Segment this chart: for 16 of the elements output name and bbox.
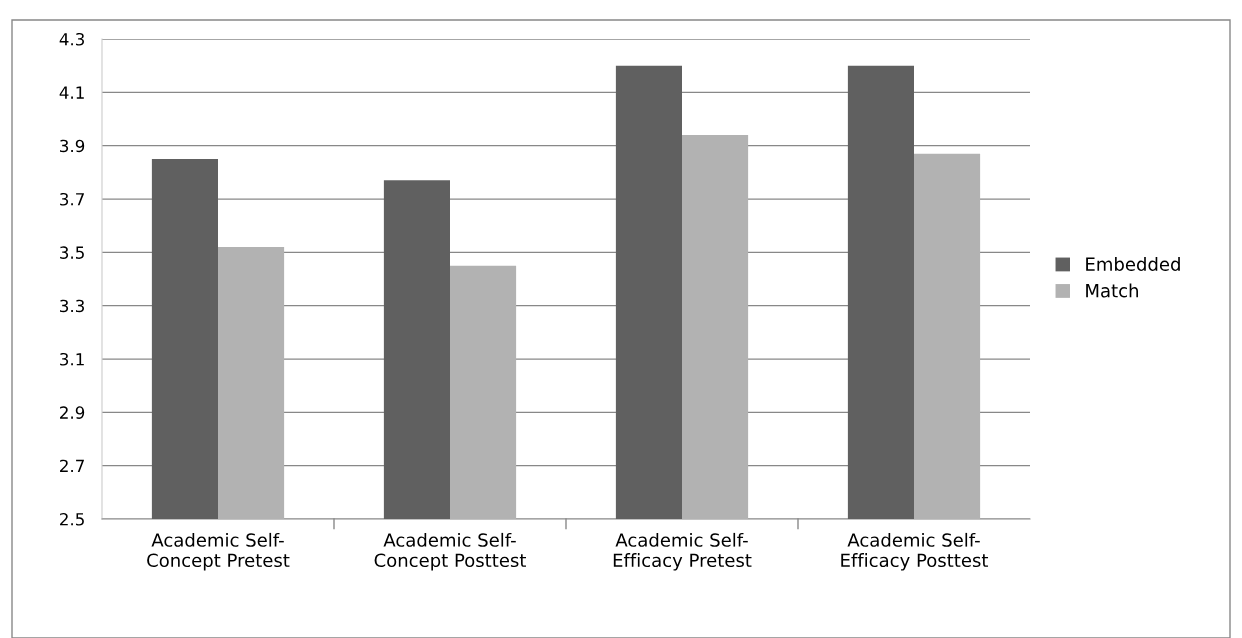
x-tick-label: Academic Self- Efficacy Pretest <box>613 532 752 571</box>
x-tick-label: Academic Self- Efficacy Posttest <box>841 532 989 571</box>
y-tick-label: 3.7 <box>60 192 84 206</box>
y-tick-label: 3.1 <box>60 352 84 366</box>
y-tick-label: 3.9 <box>60 139 85 153</box>
legend-label: Embedded <box>1086 257 1180 271</box>
y-tick-label: 3.5 <box>60 246 84 259</box>
y-tick-label: 2.7 <box>60 459 84 472</box>
x-tick-label: Academic Self- Concept Posttest <box>374 532 526 571</box>
y-tick-label: 3.3 <box>60 299 84 313</box>
y-tick-label: 2.9 <box>60 406 85 419</box>
legend-label: Match <box>1086 283 1138 298</box>
y-tick-label: 2.5 <box>60 512 84 526</box>
x-tick-label: Academic Self- Concept Pretest <box>147 532 290 571</box>
y-tick-label: 4.1 <box>59 86 84 99</box>
y-tick-label: 4.3 <box>59 32 84 46</box>
